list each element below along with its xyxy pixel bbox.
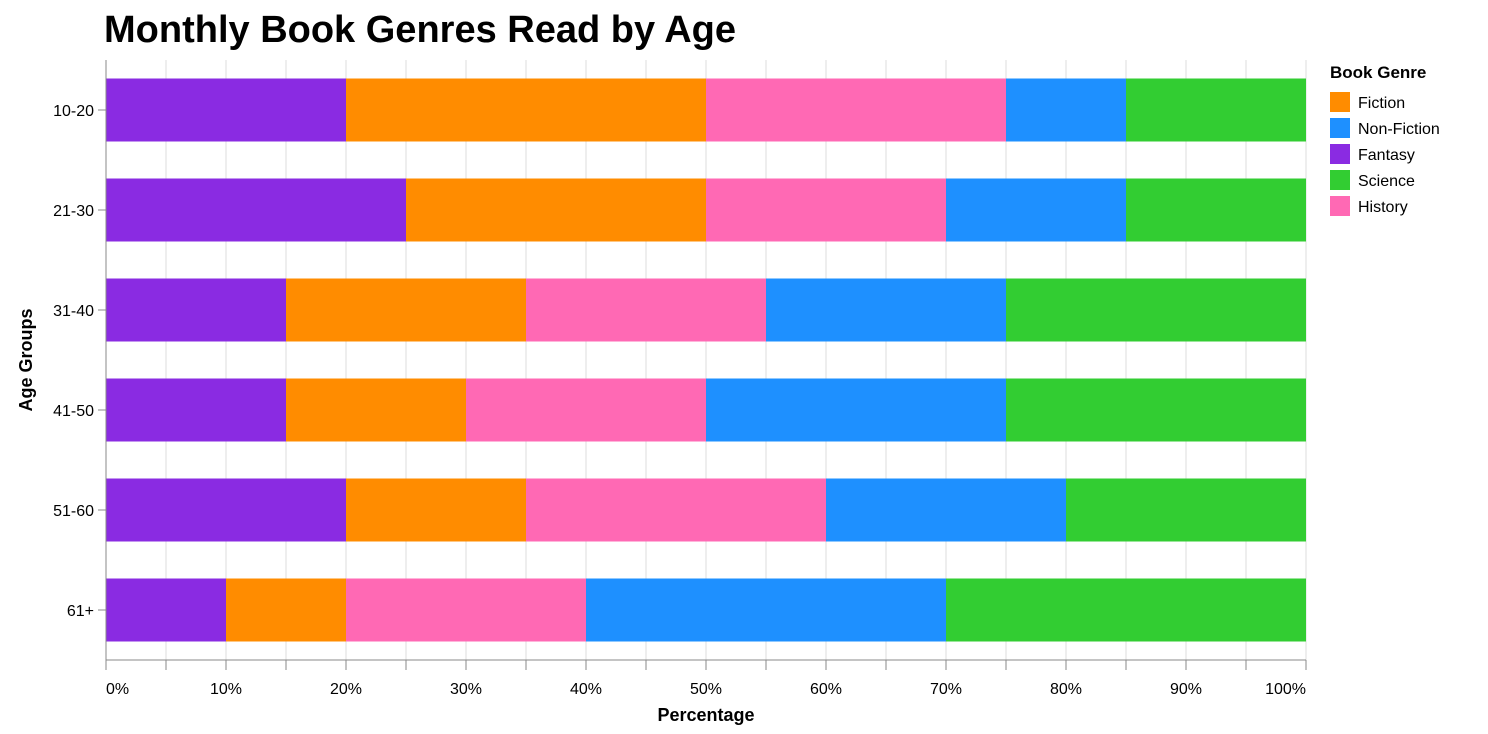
gridlines bbox=[105, 60, 1307, 660]
x-tick-label: 40% bbox=[570, 681, 602, 698]
chart-title: Monthly Book Genres Read by Age bbox=[104, 9, 736, 51]
legend-swatch bbox=[1330, 170, 1350, 190]
x-tick-label: 80% bbox=[1050, 681, 1082, 698]
x-tick-label: 50% bbox=[690, 681, 722, 698]
bar-science-10-20 bbox=[1126, 78, 1306, 142]
bar-science-21-30 bbox=[1126, 178, 1306, 242]
legend-label: Fiction bbox=[1358, 95, 1405, 112]
bar-history-61+ bbox=[346, 578, 586, 642]
bar-fiction-31-40 bbox=[286, 278, 526, 342]
x-axis-title: Percentage bbox=[657, 705, 754, 725]
x-tick-label: 60% bbox=[810, 681, 842, 698]
axes: 0% 10% 20% 30% 40% 50% 60% 70% 80% 90% 100% 10-20 21… bbox=[53, 60, 1307, 698]
bar-non-fiction-10-20 bbox=[1006, 78, 1126, 142]
y-tick-label: 51-60 bbox=[53, 503, 94, 520]
y-axis-title: Age Groups bbox=[16, 308, 36, 411]
y-tick-label: 61+ bbox=[67, 603, 94, 620]
legend-label: History bbox=[1358, 199, 1408, 216]
legend: Book Genre Fiction Non-Fiction Fantasy Scie… bbox=[1330, 63, 1440, 216]
bar-non-fiction-41-50 bbox=[706, 378, 1006, 442]
bar-fantasy-51-60 bbox=[106, 478, 346, 542]
bar-science-51-60 bbox=[1066, 478, 1306, 542]
bars bbox=[106, 78, 1306, 642]
y-tick-label: 41-50 bbox=[53, 403, 94, 420]
bar-fiction-41-50 bbox=[286, 378, 466, 442]
bar-fantasy-61+ bbox=[106, 578, 226, 642]
bar-fantasy-31-40 bbox=[106, 278, 286, 342]
y-tick-label: 31-40 bbox=[53, 303, 94, 320]
bar-history-51-60 bbox=[526, 478, 826, 542]
bar-science-41-50 bbox=[1006, 378, 1306, 442]
x-tick-label: 20% bbox=[330, 681, 362, 698]
bar-history-21-30 bbox=[706, 178, 946, 242]
bar-non-fiction-51-60 bbox=[826, 478, 1066, 542]
x-tick-label: 30% bbox=[450, 681, 482, 698]
bar-fantasy-21-30 bbox=[106, 178, 406, 242]
bar-science-31-40 bbox=[1006, 278, 1306, 342]
legend-swatch bbox=[1330, 118, 1350, 138]
bar-science-61+ bbox=[946, 578, 1306, 642]
bar-non-fiction-61+ bbox=[586, 578, 946, 642]
bar-history-41-50 bbox=[466, 378, 706, 442]
legend-swatch bbox=[1330, 92, 1350, 112]
legend-label: Science bbox=[1358, 173, 1415, 190]
bar-fiction-10-20 bbox=[346, 78, 706, 142]
bar-non-fiction-31-40 bbox=[766, 278, 1006, 342]
y-tick-label: 21-30 bbox=[53, 203, 94, 220]
bar-fiction-61+ bbox=[226, 578, 346, 642]
legend-title: Book Genre bbox=[1330, 63, 1426, 82]
bar-fantasy-41-50 bbox=[106, 378, 286, 442]
bar-fiction-51-60 bbox=[346, 478, 526, 542]
legend-swatch bbox=[1330, 196, 1350, 216]
legend-label: Fantasy bbox=[1358, 147, 1415, 164]
bar-fiction-21-30 bbox=[406, 178, 706, 242]
bar-non-fiction-21-30 bbox=[946, 178, 1126, 242]
bar-history-31-40 bbox=[526, 278, 766, 342]
x-tick-label: 90% bbox=[1170, 681, 1202, 698]
x-tick-label: 70% bbox=[930, 681, 962, 698]
bar-history-10-20 bbox=[706, 78, 1006, 142]
legend-label: Non-Fiction bbox=[1358, 121, 1440, 138]
legend-swatch bbox=[1330, 144, 1350, 164]
y-tick-label: 10-20 bbox=[53, 103, 94, 120]
x-tick-label: 10% bbox=[210, 681, 242, 698]
x-tick-label: 0% bbox=[106, 681, 129, 698]
x-tick-label: 100% bbox=[1265, 681, 1306, 698]
bar-fantasy-10-20 bbox=[106, 78, 346, 142]
